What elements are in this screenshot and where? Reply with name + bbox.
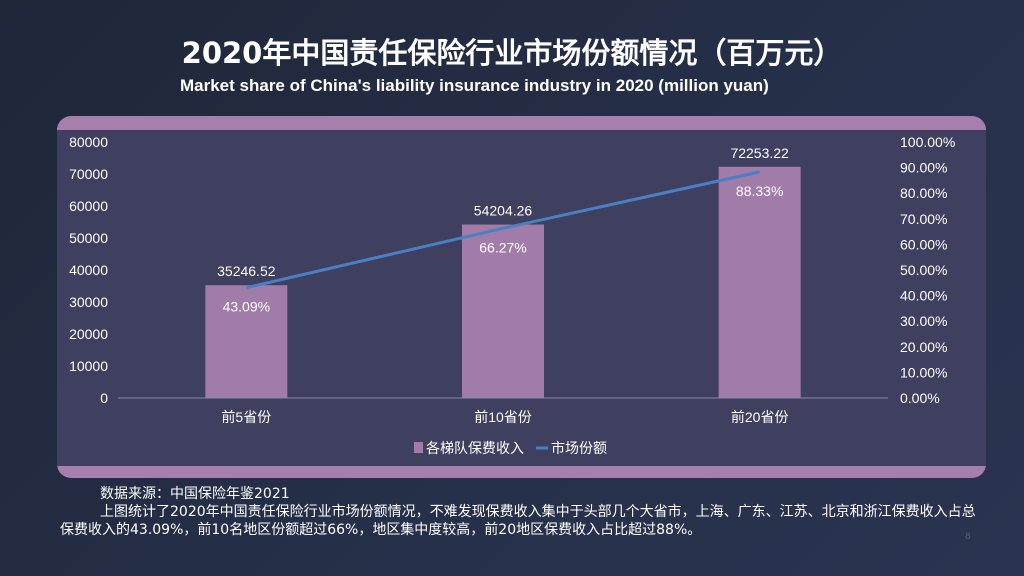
right-axis-tick: 0.00% <box>900 390 940 406</box>
source-note: 数据来源：中国保险年鉴2021 <box>100 486 290 502</box>
page-number: 8 <box>965 532 971 542</box>
x-axis-tick: 前10省份 <box>474 409 532 425</box>
line-data-label: 88.33% <box>736 183 783 199</box>
right-axis-tick: 60.00% <box>900 236 947 252</box>
page-subtitle: Market share of China's liability insura… <box>180 76 769 95</box>
bar <box>718 166 801 398</box>
left-axis-tick: 30000 <box>69 294 108 310</box>
line-data-label: 66.27% <box>479 239 526 255</box>
notes: 数据来源：中国保险年鉴2021 上图统计了2020年中国责任保险行业市场份额情况… <box>60 485 980 539</box>
left-axis-tick: 40000 <box>69 262 108 278</box>
left-axis-tick: 0 <box>100 390 108 406</box>
right-axis-tick: 10.00% <box>900 364 947 380</box>
left-axis-tick: 50000 <box>69 230 108 246</box>
description: 上图统计了2020年中国责任保险行业市场份额情况，不难发现保费收入集中于头部几个… <box>60 504 976 538</box>
x-axis-tick: 前5省份 <box>221 409 271 425</box>
left-axis-tick: 10000 <box>69 358 108 374</box>
right-axis-tick: 70.00% <box>900 211 947 227</box>
right-axis-tick: 80.00% <box>900 185 947 201</box>
right-axis-tick: 30.00% <box>900 313 947 329</box>
bar <box>462 224 544 398</box>
page-title: 2020年中国责任保险行业市场份额情况（百万元） <box>181 36 843 70</box>
right-axis-tick: 90.00% <box>900 160 947 176</box>
legend-bar-swatch <box>414 442 423 453</box>
x-axis-tick: 前20省份 <box>731 409 789 425</box>
left-axis-tick: 70000 <box>69 166 108 182</box>
left-axis-tick: 60000 <box>69 198 108 214</box>
left-axis-tick: 20000 <box>69 326 108 342</box>
bar <box>205 285 288 398</box>
legend-line-label: 市场份额 <box>551 440 607 456</box>
right-axis-tick: 100.00% <box>900 134 955 150</box>
bar-data-label: 54204.26 <box>474 203 533 219</box>
left-axis-tick: 80000 <box>69 134 108 150</box>
right-axis-tick: 40.00% <box>900 288 947 304</box>
legend-bar-label: 各梯队保费收入 <box>426 440 524 456</box>
market-share-line <box>245 170 760 290</box>
right-axis-tick: 20.00% <box>900 339 947 355</box>
right-axis-tick: 50.00% <box>900 262 947 278</box>
line-data-label: 43.09% <box>223 299 270 315</box>
bar-data-label: 72253.22 <box>730 145 789 161</box>
bar-data-label: 35246.52 <box>217 263 276 279</box>
